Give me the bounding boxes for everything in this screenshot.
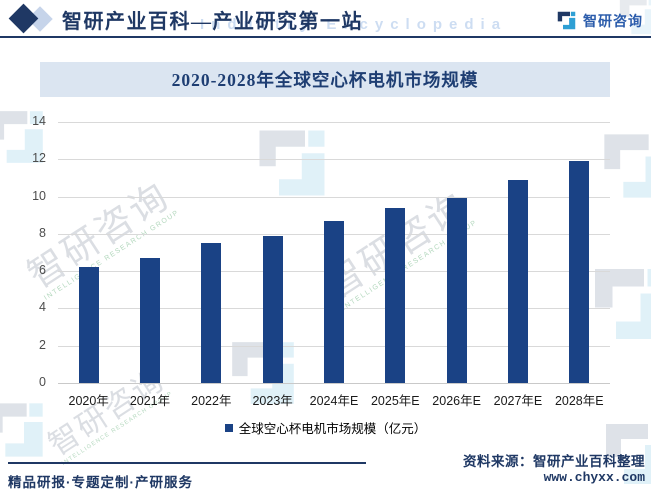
bar-2022年 <box>201 243 222 383</box>
x-tick-label: 2026年E <box>432 394 481 408</box>
x-tick-label: 2027年E <box>493 394 543 408</box>
x-tick-label: 2025年E <box>370 394 420 408</box>
services-text: 精品研报·专题定制·产研服务 <box>8 475 193 490</box>
x-tick-label: 2020年 <box>68 394 109 408</box>
bar-2025年E <box>385 207 406 383</box>
plot-area <box>58 122 610 384</box>
y-axis-labels: 0 2 4 6 8 10 12 14 <box>0 114 52 389</box>
company-logo: 智研咨询 <box>556 10 643 31</box>
company-logo-text: 智研咨询 <box>583 12 643 29</box>
legend-marker <box>224 423 233 432</box>
bar-2020年 <box>78 267 99 383</box>
y-tick-label: 0 <box>39 375 46 389</box>
bar-2021年 <box>140 258 160 383</box>
gridline <box>58 122 610 123</box>
y-tick-label: 10 <box>32 188 46 203</box>
bar-2026年E <box>446 198 467 383</box>
legend: 全球空心杯电机市场规模（亿元） <box>0 418 651 437</box>
bar-2023年 <box>262 235 283 383</box>
gridline <box>58 196 610 198</box>
y-tick-label: 12 <box>32 151 46 166</box>
brand-diamond-icon <box>8 3 39 34</box>
x-tick-label: 2021年 <box>129 394 171 408</box>
company-logo-icon <box>556 10 577 31</box>
x-tick-label: 2024年E <box>309 394 359 408</box>
chart-title: 2020-2028年全球空心杯电机市场规模 <box>171 70 479 90</box>
legend-label: 全球空心杯电机市场规模（亿元） <box>238 422 427 436</box>
bar-2028年E <box>569 161 590 383</box>
website-text: www.chyxx.com <box>543 470 645 485</box>
x-tick-label: 2028年E <box>554 394 604 408</box>
bar-2024年E <box>324 220 344 383</box>
x-tick-label: 2023年 <box>252 394 293 408</box>
y-tick-label: 4 <box>39 300 46 315</box>
y-tick-label: 8 <box>39 225 46 240</box>
y-tick-label: 6 <box>39 263 46 278</box>
header-divider <box>0 36 651 38</box>
footer-divider <box>8 462 366 464</box>
chart-title-band: 2020-2028年全球空心杯电机市场规模 <box>40 62 610 97</box>
site-title: 智研产业百科—产业研究第一站 <box>62 11 363 33</box>
y-tick-label: 14 <box>32 114 46 128</box>
x-axis-labels: 2020年 2021年 2022年 2023年 2024年E 2025年E 2026年E 20… <box>58 390 610 409</box>
header-watermark-text: Industry Encyclopedia <box>200 16 508 33</box>
gridline <box>58 159 610 161</box>
y-tick-label: 2 <box>39 337 46 352</box>
source-text: 资料来源：智研产业百科整理 <box>463 454 645 469</box>
bar-2027年E <box>508 179 528 383</box>
x-tick-label: 2022年 <box>191 394 232 408</box>
